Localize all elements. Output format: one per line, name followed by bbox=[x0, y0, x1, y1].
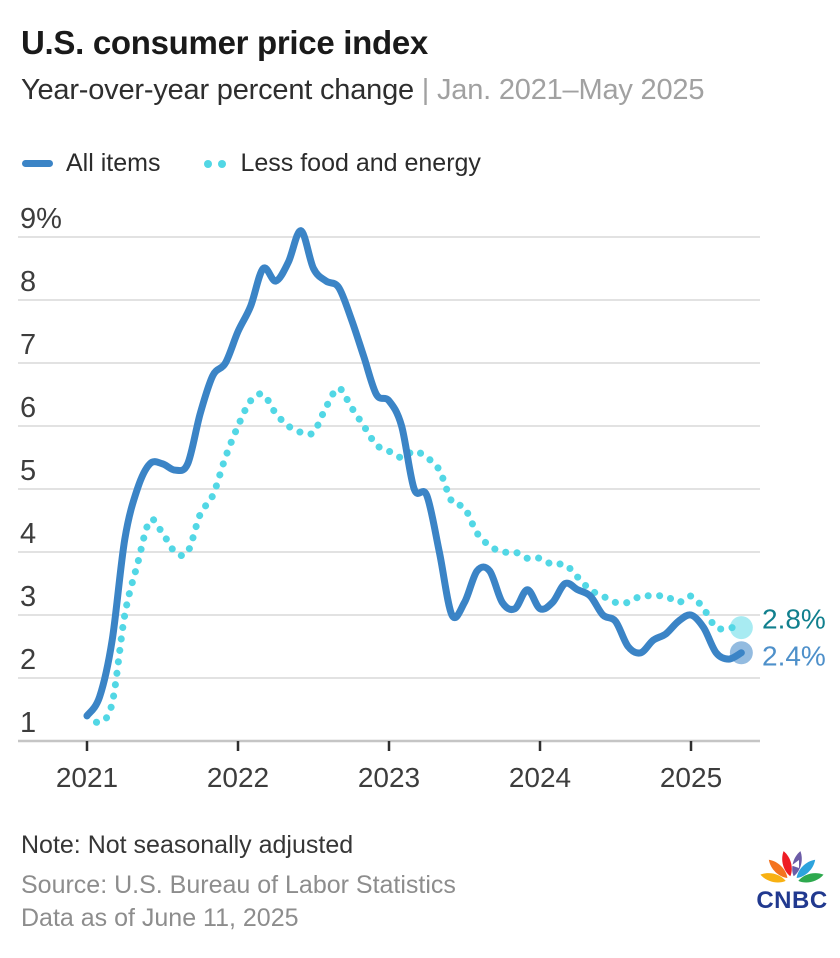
source-line: Source: U.S. Bureau of Labor Statistics bbox=[21, 871, 456, 899]
legend-label-less-food-energy: Less food and energy bbox=[240, 149, 481, 177]
y-tick-label: 6 bbox=[20, 392, 36, 424]
chart-legend: All items Less food and energy bbox=[22, 149, 481, 178]
subtitle-main: Year-over-year percent change bbox=[21, 74, 414, 106]
footnote: Note: Not seasonally adjusted bbox=[21, 831, 354, 859]
subtitle-date-range: | Jan. 2021–May 2025 bbox=[421, 74, 705, 106]
legend-label-all-items: All items bbox=[66, 149, 161, 177]
y-tick-label: 2 bbox=[20, 644, 36, 676]
end-dot-less-food-energy bbox=[729, 616, 753, 640]
dot-icon bbox=[204, 159, 213, 168]
y-tick-label: 1 bbox=[20, 707, 36, 739]
feather-green-icon bbox=[798, 873, 824, 883]
y-tick-label: 5 bbox=[20, 455, 36, 487]
feather-yellow-icon bbox=[760, 873, 786, 883]
cnbc-logo-text: CNBC bbox=[756, 887, 828, 914]
cpi-line-chart: 1 2 3 4 5 6 7 8 9% 2021 2022 2023 2024 2025 2.8% 2.4% bbox=[18, 203, 826, 793]
chart-subtitle: Year-over-year percent change | Jan. 202… bbox=[21, 74, 704, 107]
peacock-beak-icon bbox=[791, 860, 799, 868]
data-asof-line: Data as of June 11, 2025 bbox=[21, 904, 299, 932]
legend-item-less-food-energy: Less food and energy bbox=[204, 149, 481, 178]
y-tick-label: 3 bbox=[20, 581, 36, 613]
dotted-line-swatch-icon bbox=[204, 159, 227, 168]
x-tick-label: 2023 bbox=[358, 762, 420, 793]
dot-icon bbox=[218, 159, 227, 168]
y-tick-label: 7 bbox=[20, 329, 36, 361]
solid-line-swatch-icon bbox=[22, 160, 53, 167]
x-tick-label: 2022 bbox=[207, 762, 269, 793]
x-tick-label: 2025 bbox=[660, 762, 722, 793]
end-label-all-items: 2.4% bbox=[762, 641, 826, 672]
cnbc-logo: CNBC bbox=[752, 847, 832, 913]
legend-item-all-items: All items bbox=[22, 149, 160, 178]
x-tick-label: 2021 bbox=[56, 762, 118, 793]
series-less-food-energy-path bbox=[83, 384, 745, 726]
feather-blue-icon bbox=[796, 859, 816, 878]
end-label-less-food-energy: 2.8% bbox=[762, 604, 826, 635]
nbc-peacock-icon bbox=[760, 851, 824, 883]
x-tick-label: 2024 bbox=[509, 762, 571, 793]
feather-red-icon bbox=[782, 851, 792, 877]
series-all-items-path bbox=[83, 227, 745, 720]
y-tick-label: 9% bbox=[20, 203, 62, 235]
y-tick-label: 4 bbox=[20, 518, 36, 550]
y-tick-label: 8 bbox=[20, 266, 36, 298]
page-title: U.S. consumer price index bbox=[21, 24, 428, 61]
feather-orange-icon bbox=[768, 859, 788, 878]
